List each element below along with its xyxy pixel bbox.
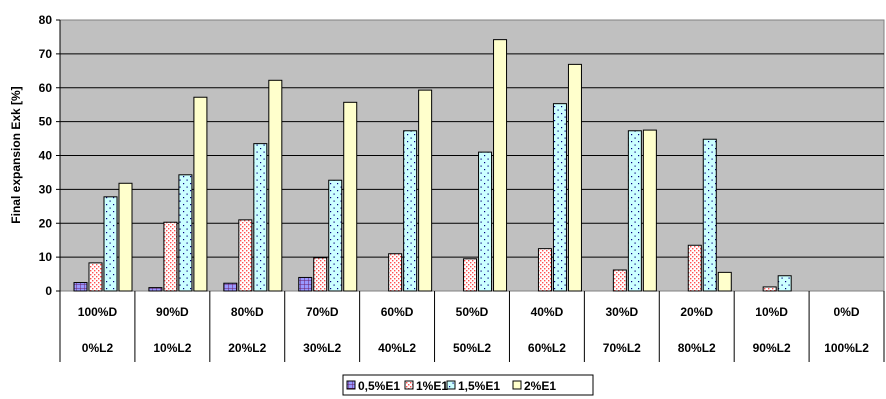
bar-1,5%E1 [777,275,792,292]
category-label: 20%D [680,305,713,319]
y-axis-label: Final expansion Exk [%] [9,86,23,223]
category-label: 10%D [755,305,788,319]
bar-1,5%E1 [552,103,567,292]
category-label: 100%D [78,305,118,319]
legend-swatch [404,380,414,390]
bar-1%E1 [537,248,552,292]
category-label: 0%L2 [82,341,114,355]
legend-swatch [512,380,522,390]
bars [73,39,792,292]
bar-1,5%E1 [178,174,193,292]
category-label: 30%D [605,305,638,319]
y-tick-label: 50 [39,115,53,129]
bar-1,5%E1 [103,196,118,292]
category-label: 30%L2 [303,341,341,355]
bar-0,5%E1 [73,282,88,292]
bar-2%E1 [567,63,582,292]
y-tick-label: 40 [39,149,53,163]
category-label: 80%D [231,305,264,319]
bar-2%E1 [717,271,732,292]
bar-0,5%E1 [223,282,238,292]
legend: 0,5%E1 1%E1 1,5%E1 2%E1 [342,374,594,396]
category-table: 100%D 0%L2 90%D 10%L2 80%D 20%L2 70%D 30%L2 60%D… [59,291,885,362]
bar-2%E1 [418,89,433,292]
category-label: 10%L2 [153,341,191,355]
legend-label: 2%E1 [524,379,556,393]
bar-2%E1 [343,101,358,292]
legend-box [342,374,594,396]
y-tick-label: 0 [45,284,52,298]
y-tick-label: 30 [39,182,53,196]
category-label: 0%D [834,305,860,319]
bar-2%E1 [268,79,283,292]
category-label: 90%D [156,305,189,319]
bar-0,5%E1 [298,276,313,292]
bar-2%E1 [642,129,657,292]
bar-1,5%E1 [403,130,418,292]
category-label: 20%L2 [228,341,266,355]
bar-1%E1 [163,221,178,292]
legend-label: 1,5%E1 [458,379,500,393]
legend-label: 1%E1 [416,379,448,393]
y-tick-label: 70 [39,47,53,61]
y-tick-label: 80 [39,13,53,27]
bar-1,5%E1 [478,151,493,292]
bar-1,5%E1 [702,138,717,292]
category-label: 50%D [456,305,489,319]
bar-1,5%E1 [328,179,343,292]
bar-1%E1 [463,258,478,292]
category-label: 90%L2 [753,341,791,355]
bar-1%E1 [388,253,403,292]
bar-1%E1 [313,257,328,292]
bar-1,5%E1 [627,130,642,292]
bar-2%E1 [118,182,133,292]
legend-swatch [446,380,456,390]
category-label: 70%L2 [603,341,641,355]
category-label: 100%L2 [824,341,869,355]
bar-1%E1 [238,219,253,292]
category-label: 60%D [381,305,414,319]
category-label: 80%L2 [678,341,716,355]
bar-2%E1 [193,96,208,292]
category-label: 60%L2 [528,341,566,355]
legend-swatch [346,380,356,390]
y-axis: 0 10 20 30 40 50 60 70 80 [39,13,61,298]
bar-1,5%E1 [253,143,268,292]
y-tick-label: 10 [39,250,53,264]
category-label: 70%D [306,305,339,319]
y-tick-label: 60 [39,81,53,95]
bar-1%E1 [612,269,627,292]
bar-1%E1 [762,286,777,292]
category-label: 40%D [531,305,564,319]
bar-0,5%E1 [148,287,163,292]
bar-2%E1 [493,39,508,292]
category-label: 40%L2 [378,341,416,355]
category-label: 50%L2 [453,341,491,355]
legend-label: 0,5%E1 [358,379,400,393]
bar-1%E1 [687,244,702,292]
y-tick-label: 20 [39,216,53,230]
bar-1%E1 [88,262,103,292]
